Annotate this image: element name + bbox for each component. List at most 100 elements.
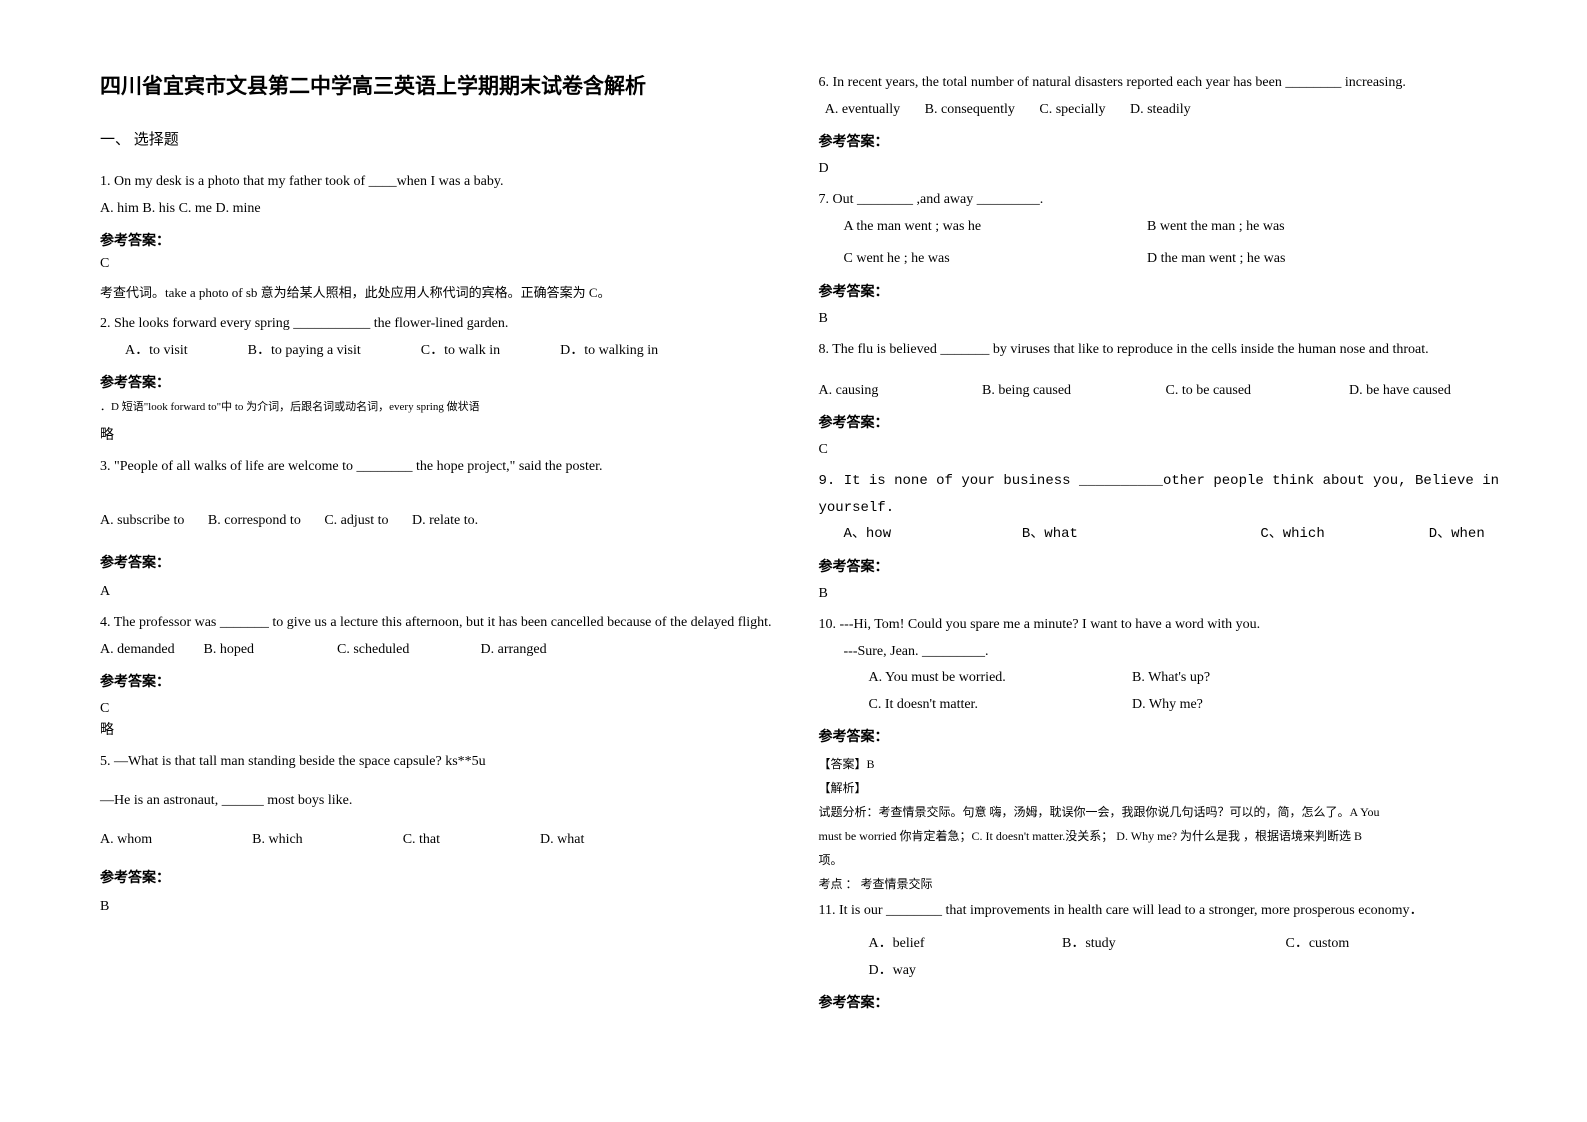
q8: 8. The flu is believed _______ by viruse… — [819, 337, 1508, 404]
q2-brief: 略 — [100, 424, 789, 444]
q8-opt-a: A. causing — [819, 378, 979, 405]
q5-text2: —He is an astronaut, ______ most boys li… — [100, 788, 789, 815]
q9-opt-d: D、when — [1429, 526, 1485, 542]
q1-options: A. him B. his C. me D. mine — [100, 196, 789, 223]
q11-opt-a: A．belief — [869, 931, 1059, 958]
q4-opt-b: B. hoped — [204, 637, 334, 664]
q2: 2. She looks forward every spring ______… — [100, 311, 789, 364]
right-column: 6. In recent years, the total number of … — [819, 70, 1538, 1082]
q5-opt-b: B. which — [252, 827, 303, 854]
q8-answer: C — [819, 442, 1508, 458]
q3: 3. "People of all walks of life are welc… — [100, 454, 789, 534]
q5: 5. —What is that tall man standing besid… — [100, 749, 789, 853]
q11-opt-d: D．way — [869, 963, 916, 978]
q7-opt-b: B went the man ; he was — [1147, 219, 1285, 234]
q11-options: A．belief B．study C．custom D．way — [819, 931, 1508, 984]
q6: 6. In recent years, the total number of … — [819, 70, 1508, 123]
answer-label: 参考答案： — [819, 412, 1508, 432]
q10-opt-a: A. You must be worried. — [869, 665, 1129, 692]
answer-label: 参考答案： — [100, 372, 789, 392]
q3-opt-d: D. relate to. — [412, 513, 478, 528]
answer-label: 参考答案： — [100, 552, 789, 572]
q10-analysis: 【答案】B 【解析】 试题分析：考查情景交际。句意 嗨，汤姆，耽误你一会，我跟你… — [819, 752, 1508, 896]
q9-opt-b: B、what — [1022, 521, 1252, 548]
q6-answer: D — [819, 161, 1508, 177]
q5-opt-a: A. whom — [100, 827, 152, 854]
q2-text: 2. She looks forward every spring ______… — [100, 311, 789, 338]
q7-row1: A the man went ; was he B went the man ;… — [819, 214, 1508, 241]
q7-opt-c: C went he ; he was — [844, 246, 1144, 273]
q1: 1. On my desk is a photo that my father … — [100, 169, 789, 222]
q4-opt-d: D. arranged — [481, 642, 547, 657]
q11-text: 11. It is our ________ that improvements… — [819, 898, 1508, 925]
answer-label: 参考答案： — [100, 230, 789, 250]
q10-opt-c: C. It doesn't matter. — [869, 692, 1129, 719]
page-title: 四川省宜宾市文县第二中学高三英语上学期期末试卷含解析 — [100, 70, 789, 100]
q7-row2: C went he ; he was D the man went ; he w… — [819, 246, 1508, 273]
q3-opt-a: A. subscribe to — [100, 513, 184, 528]
q8-opt-d: D. be have caused — [1349, 383, 1451, 398]
q9-opt-c: C、which — [1260, 521, 1420, 548]
q4: 4. The professor was _______ to give us … — [100, 610, 789, 663]
q7-answer: B — [819, 311, 1508, 327]
q10-answer-tag: 【答案】B — [819, 752, 1508, 776]
q2-opt-b: B．to paying a visit — [248, 338, 361, 365]
q10-opt-d: D. Why me? — [1132, 697, 1203, 712]
q5-text1: 5. —What is that tall man standing besid… — [100, 749, 789, 776]
q10-row1: A. You must be worried. B. What's up? — [819, 665, 1508, 692]
q4-brief: 略 — [100, 719, 789, 739]
q11-opt-c: C．custom — [1286, 931, 1506, 958]
answer-label: 参考答案： — [819, 556, 1508, 576]
answer-label: 参考答案： — [819, 992, 1508, 1012]
q9-text: 9. It is none of your business _________… — [819, 468, 1508, 521]
q7-text: 7. Out ________ ,and away _________. — [819, 187, 1508, 214]
q4-answer: C — [100, 701, 789, 717]
q5-answer: B — [100, 899, 789, 915]
q9: 9. It is none of your business _________… — [819, 468, 1508, 548]
answer-label: 参考答案： — [819, 131, 1508, 151]
q10-line2: ---Sure, Jean. _________. — [819, 639, 1508, 666]
q8-opt-b: B. being caused — [982, 378, 1162, 405]
q4-text: 4. The professor was _______ to give us … — [100, 610, 789, 637]
q5-opt-c: C. that — [403, 827, 440, 854]
q5-options: A. whom B. which C. that D. what — [100, 827, 789, 854]
q9-opt-a: A、how — [844, 521, 1014, 548]
q2-opt-c: C．to walk in — [421, 338, 500, 365]
q7-opt-a: A the man went ; was he — [844, 214, 1144, 241]
q10-analysis-tag: 【解析】 — [819, 776, 1508, 800]
q2-note: ．D 短语"look forward to"中 to 为介词，后跟名词或动名词，… — [100, 398, 789, 414]
q3-opt-c: C. adjust to — [324, 513, 388, 528]
q2-options: A．to visit B．to paying a visit C．to walk… — [100, 338, 789, 365]
q11-opt-b: B．study — [1062, 931, 1282, 958]
q4-opt-a: A. demanded — [100, 637, 200, 664]
q10-kaodian: 考点 ： 考查情景交际 — [819, 872, 1508, 896]
section-title: 一、 选择题 — [100, 128, 789, 149]
answer-label: 参考答案： — [100, 867, 789, 887]
answer-label: 参考答案： — [819, 726, 1508, 746]
q8-opt-c: C. to be caused — [1166, 378, 1346, 405]
q11: 11. It is our ________ that improvements… — [819, 898, 1508, 984]
q10-line1: 10. ---Hi, Tom! Could you spare me a min… — [819, 612, 1508, 639]
q4-opt-c: C. scheduled — [337, 637, 477, 664]
q7-opt-d: D the man went ; he was — [1147, 251, 1285, 266]
q10-opt-b: B. What's up? — [1132, 670, 1210, 685]
q7: 7. Out ________ ,and away _________. A t… — [819, 187, 1508, 273]
q2-opt-d: D．to walking in — [560, 338, 658, 365]
q9-answer: B — [819, 586, 1508, 602]
q6-text: 6. In recent years, the total number of … — [819, 70, 1508, 97]
q8-options: A. causing B. being caused C. to be caus… — [819, 378, 1508, 405]
answer-label: 参考答案： — [100, 671, 789, 691]
q8-text: 8. The flu is believed _______ by viruse… — [819, 337, 1508, 364]
q10-analysis-3: 项。 — [819, 848, 1508, 872]
q6-options: A. eventually B. consequently C. special… — [819, 97, 1508, 124]
q10-analysis-2: must be worried 你肯定着急；C. It doesn't matt… — [819, 824, 1508, 848]
q3-answer: A — [100, 584, 789, 600]
q1-text: 1. On my desk is a photo that my father … — [100, 169, 789, 196]
q3-text: 3. "People of all walks of life are welc… — [100, 454, 789, 481]
q5-opt-d: D. what — [540, 827, 584, 854]
q4-options: A. demanded B. hoped C. scheduled D. arr… — [100, 637, 789, 664]
left-column: 四川省宜宾市文县第二中学高三英语上学期期末试卷含解析 一、 选择题 1. On … — [100, 70, 819, 1082]
q10-row2: C. It doesn't matter. D. Why me? — [819, 692, 1508, 719]
q3-options: A. subscribe to B. correspond to C. adju… — [100, 508, 789, 535]
q10-analysis-1: 试题分析：考查情景交际。句意 嗨，汤姆，耽误你一会，我跟你说几句话吗？可以的，简… — [819, 800, 1508, 824]
